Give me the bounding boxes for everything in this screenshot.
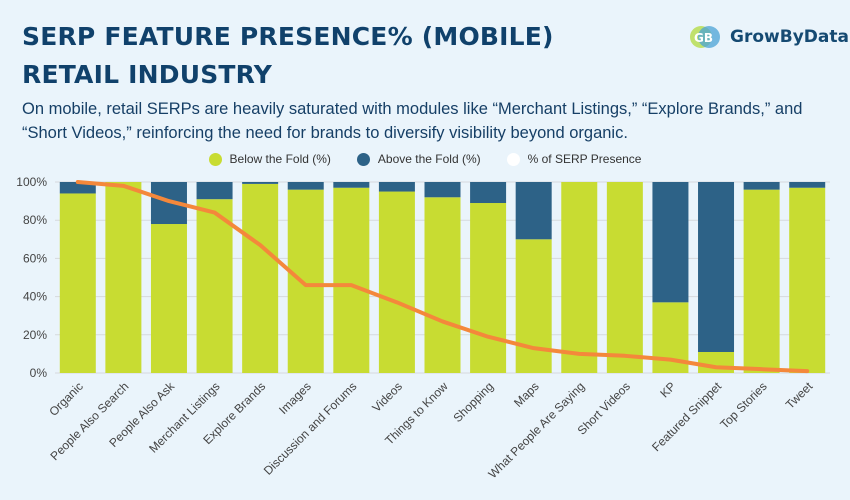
x-tick-label: People Also Search	[48, 379, 132, 463]
x-tick-label: Shopping	[450, 379, 496, 425]
x-tick-label: What People Are Saying	[486, 379, 588, 481]
legend-item-presence: % of SERP Presence	[506, 152, 642, 166]
title-line-1: SERP FEATURE PRESENCE% (MOBILE)	[22, 22, 554, 51]
bar-above-fold	[287, 182, 324, 190]
bar-below-fold	[105, 182, 142, 373]
chart-subtitle: On mobile, retail SERPs are heavily satu…	[22, 100, 803, 142]
legend-item-above: Above the Fold (%)	[356, 152, 481, 166]
bar-below-fold	[333, 187, 370, 373]
legend-swatch-above	[356, 152, 370, 166]
legend-item-below: Below the Fold (%)	[208, 152, 331, 166]
bar-below-fold	[606, 182, 643, 373]
x-tick-label: Tweet	[783, 379, 816, 412]
bar-below-fold	[743, 189, 780, 373]
bar-below-fold	[424, 197, 461, 373]
y-tick-label: 60%	[23, 251, 47, 265]
x-tick-label: Maps	[511, 379, 542, 410]
bar-below-fold	[150, 224, 187, 373]
bar-below-fold	[789, 187, 826, 373]
logo-text-accent: ByData	[779, 27, 849, 47]
growbydata-logo-icon: GB	[690, 26, 720, 48]
bar-below-fold	[470, 203, 507, 373]
bar-above-fold	[470, 182, 507, 204]
x-tick-label: Organic	[46, 379, 86, 419]
bar-below-fold	[698, 351, 735, 373]
bar-below-fold	[59, 193, 96, 373]
bar-above-fold	[196, 182, 233, 200]
bar-below-fold	[287, 189, 324, 373]
bar-below-fold	[242, 183, 279, 373]
bar-below-fold	[561, 182, 598, 373]
y-tick-label: 0%	[30, 366, 48, 380]
logo-text-main: Grow	[730, 27, 780, 47]
legend-label-above: Above the Fold (%)	[377, 152, 481, 166]
chart-title: SERP FEATURE PRESENCE% (MOBILE) RETAIL I…	[22, 18, 554, 94]
y-tick-label: 20%	[23, 328, 47, 342]
legend-label-presence: % of SERP Presence	[527, 152, 642, 166]
logo-text: GrowByData	[730, 27, 849, 47]
legend-label-below: Below the Fold (%)	[229, 152, 331, 166]
bar-above-fold	[789, 182, 826, 188]
brand-logo: GB GrowByData	[688, 20, 849, 54]
y-tick-label: 80%	[23, 213, 47, 227]
presence-line	[75, 180, 810, 374]
bar-below-fold	[196, 199, 233, 373]
bar-above-fold	[59, 182, 96, 194]
x-tick-label: Top Stories	[717, 379, 769, 431]
y-tick-label: 100%	[16, 175, 47, 189]
bar-above-fold	[652, 182, 689, 303]
y-tick-label: 40%	[23, 290, 47, 304]
chart-legend: Below the Fold (%) Above the Fold (%) % …	[0, 152, 850, 166]
title-line-2: RETAIL INDUSTRY	[22, 60, 273, 89]
bar-above-fold	[698, 182, 735, 352]
svg-text:GB: GB	[694, 31, 713, 45]
bar-above-fold	[515, 182, 552, 240]
bar-above-fold	[242, 182, 279, 184]
bar-above-fold	[378, 182, 415, 192]
bar-above-fold	[424, 182, 461, 198]
bar-above-fold	[743, 182, 780, 190]
bar-below-fold	[378, 191, 415, 373]
bar-above-fold	[333, 182, 370, 188]
x-tick-label: KP	[657, 379, 678, 400]
x-tick-label: Images	[276, 379, 314, 417]
x-tick-label: Videos	[369, 379, 405, 415]
bar-below-fold	[515, 239, 552, 373]
x-tick-label: Discussion and Forums	[261, 379, 360, 478]
legend-swatch-presence	[506, 152, 520, 166]
legend-swatch-below	[208, 152, 222, 166]
